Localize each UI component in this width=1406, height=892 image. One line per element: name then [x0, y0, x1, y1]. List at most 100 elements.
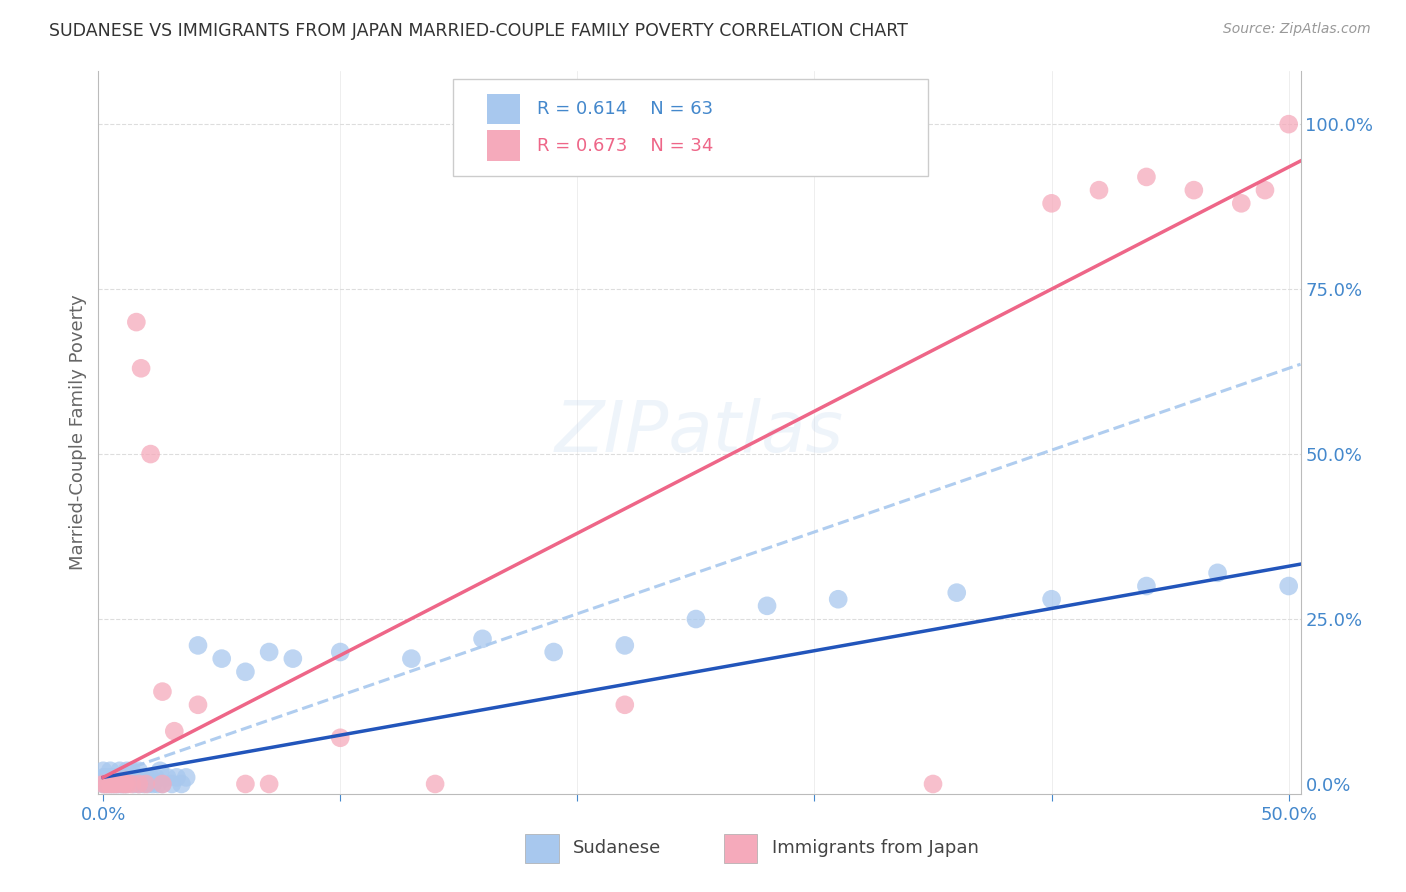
- Point: [1254, 183, 1277, 197]
- Point: [98, 777, 121, 791]
- Bar: [486, 130, 520, 161]
- Point: [115, 764, 138, 778]
- Point: [97, 777, 120, 791]
- Point: [139, 447, 162, 461]
- Point: [329, 731, 352, 745]
- Point: [114, 771, 136, 785]
- Bar: [724, 834, 758, 863]
- Point: [257, 645, 280, 659]
- Point: [105, 771, 128, 785]
- Point: [135, 771, 157, 785]
- Point: [125, 771, 148, 785]
- Point: [152, 777, 174, 791]
- Point: [142, 777, 165, 791]
- Point: [1278, 117, 1301, 131]
- Point: [105, 777, 128, 791]
- Point: [121, 764, 143, 778]
- Point: [108, 777, 131, 791]
- Point: [756, 599, 779, 613]
- Point: [91, 777, 114, 791]
- Point: [329, 645, 352, 659]
- Point: [91, 764, 114, 778]
- Point: [91, 771, 114, 785]
- Point: [98, 777, 121, 791]
- Point: [257, 777, 280, 791]
- Point: [115, 777, 138, 791]
- Point: [101, 771, 124, 785]
- Point: [104, 777, 127, 791]
- Point: [149, 764, 172, 778]
- Point: [1230, 196, 1253, 211]
- Point: [98, 764, 121, 778]
- Point: [152, 684, 174, 698]
- Point: [97, 777, 120, 791]
- Point: [143, 771, 166, 785]
- Point: [922, 777, 945, 791]
- Point: [211, 651, 233, 665]
- Point: [128, 777, 150, 791]
- Point: [945, 585, 967, 599]
- Point: [108, 771, 131, 785]
- Point: [160, 777, 183, 791]
- Point: [121, 777, 143, 791]
- Point: [1088, 183, 1111, 197]
- Text: Immigrants from Japan: Immigrants from Japan: [772, 839, 979, 857]
- Point: [136, 777, 159, 791]
- Point: [105, 777, 128, 791]
- Point: [613, 639, 636, 653]
- Point: [128, 764, 150, 778]
- Point: [1040, 592, 1063, 607]
- Point: [111, 771, 134, 785]
- Text: Sudanese: Sudanese: [574, 839, 661, 857]
- Point: [152, 777, 174, 791]
- Point: [1135, 169, 1157, 184]
- Point: [108, 764, 131, 778]
- Point: [114, 777, 136, 791]
- Point: [1040, 196, 1063, 211]
- Point: [129, 771, 152, 785]
- Point: [97, 771, 120, 785]
- Point: [543, 645, 565, 659]
- Point: [146, 777, 169, 791]
- FancyBboxPatch shape: [453, 78, 928, 176]
- Point: [94, 771, 117, 785]
- Point: [471, 632, 494, 646]
- Point: [129, 361, 152, 376]
- Point: [1278, 579, 1301, 593]
- Point: [122, 777, 145, 791]
- Text: R = 0.614    N = 63: R = 0.614 N = 63: [537, 100, 713, 118]
- Point: [163, 724, 186, 739]
- Point: [135, 777, 157, 791]
- Point: [423, 777, 446, 791]
- Text: R = 0.673    N = 34: R = 0.673 N = 34: [537, 136, 714, 154]
- Point: [94, 777, 117, 791]
- Point: [115, 777, 138, 791]
- Point: [101, 777, 124, 791]
- Point: [104, 777, 127, 791]
- Bar: [486, 94, 520, 124]
- Point: [94, 777, 117, 791]
- Y-axis label: Married-Couple Family Poverty: Married-Couple Family Poverty: [69, 294, 87, 571]
- Point: [128, 777, 150, 791]
- Point: [1135, 579, 1157, 593]
- Point: [111, 777, 134, 791]
- Point: [613, 698, 636, 712]
- Point: [281, 651, 304, 665]
- Point: [235, 665, 257, 679]
- Point: [101, 777, 124, 791]
- Point: [187, 698, 209, 712]
- Point: [132, 777, 155, 791]
- Text: ZIPatlas: ZIPatlas: [555, 398, 844, 467]
- Point: [1182, 183, 1205, 197]
- Point: [156, 771, 179, 785]
- Point: [827, 592, 849, 607]
- Point: [98, 771, 121, 785]
- Point: [91, 777, 114, 791]
- Text: SUDANESE VS IMMIGRANTS FROM JAPAN MARRIED-COUPLE FAMILY POVERTY CORRELATION CHAR: SUDANESE VS IMMIGRANTS FROM JAPAN MARRIE…: [49, 22, 908, 40]
- Point: [174, 771, 197, 785]
- Point: [1206, 566, 1229, 580]
- Point: [685, 612, 707, 626]
- Point: [401, 651, 423, 665]
- Point: [125, 315, 148, 329]
- Point: [114, 777, 136, 791]
